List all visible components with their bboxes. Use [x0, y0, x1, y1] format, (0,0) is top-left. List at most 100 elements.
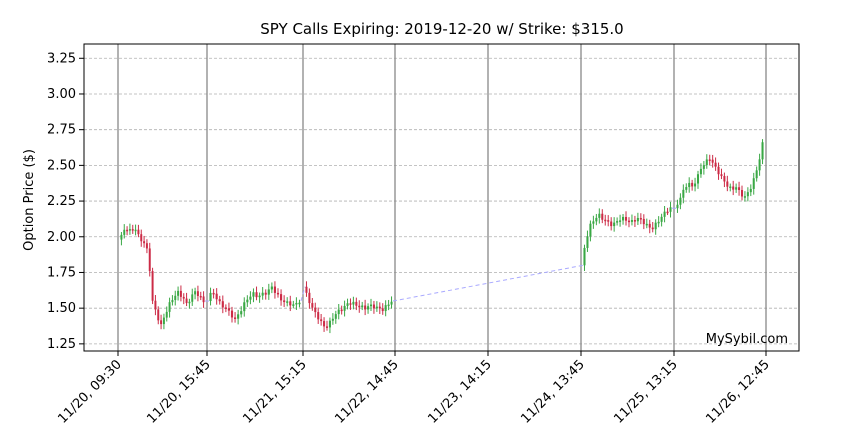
candle-up	[171, 300, 174, 303]
candle-up	[191, 294, 194, 302]
candle-up	[162, 317, 165, 325]
candle-up	[663, 211, 666, 217]
candle-down	[325, 326, 329, 328]
candle-down	[143, 241, 146, 244]
candle-up	[616, 221, 619, 223]
candle-down	[732, 186, 735, 190]
candle-up	[128, 229, 131, 231]
candle-up	[194, 291, 197, 295]
candle-up	[688, 182, 691, 188]
chart-title: SPY Calls Expiring: 2019-12-20 w/ Strike…	[260, 20, 623, 38]
candle-up	[270, 286, 273, 290]
x-tick-label: 11/21, 15:15	[240, 357, 309, 426]
candle-down	[364, 305, 367, 310]
candle-up	[295, 302, 298, 305]
candle-down	[317, 312, 320, 320]
y-tick-label: 3.00	[47, 87, 76, 102]
gap-lines	[205, 207, 676, 302]
y-tick-label: 2.50	[47, 158, 76, 173]
candle-down	[711, 159, 714, 163]
candle-down	[221, 301, 224, 308]
candle-up	[246, 299, 249, 303]
plot-frame	[83, 43, 800, 352]
candle-down	[340, 309, 343, 312]
candle-up	[120, 234, 123, 240]
candle-down	[218, 299, 221, 302]
candle-up	[237, 314, 240, 319]
candle-up	[654, 222, 657, 230]
candle-up	[694, 183, 697, 187]
candle-up	[755, 170, 758, 179]
session-lines	[117, 44, 767, 351]
candle-up	[758, 159, 761, 171]
candle-down	[651, 227, 654, 230]
candle-down	[215, 293, 218, 300]
candle-down	[151, 271, 154, 301]
candle-down	[624, 216, 628, 221]
candle-up	[369, 304, 373, 307]
candle-up	[660, 216, 663, 222]
candle-down	[740, 190, 744, 197]
candles	[120, 139, 764, 334]
candle-up	[286, 301, 289, 303]
candle-down	[627, 220, 631, 223]
candle-down	[126, 229, 129, 232]
candle-down	[355, 301, 358, 306]
candle-up	[165, 311, 168, 318]
candle-up	[334, 314, 337, 319]
candle-up	[331, 318, 334, 321]
candle-down	[230, 310, 234, 318]
candle-down	[202, 296, 205, 303]
candle-up	[328, 320, 331, 328]
candle-up	[685, 187, 688, 190]
candle-up	[337, 309, 340, 315]
y-tick-label: 2.00	[47, 230, 76, 245]
candle-down	[738, 187, 741, 191]
candle-up	[702, 165, 705, 169]
candle-down	[264, 292, 267, 295]
candle-up	[261, 292, 264, 296]
candle-up	[387, 304, 390, 307]
candle-down	[349, 303, 352, 305]
candle-up	[613, 222, 616, 227]
candle-up	[346, 303, 349, 306]
candle-down	[323, 321, 326, 327]
candle-up	[390, 301, 393, 305]
candle-down	[610, 221, 613, 227]
candle-up	[583, 247, 586, 266]
candle-down	[305, 286, 308, 293]
candle-down	[320, 319, 323, 322]
candle-up	[267, 289, 270, 295]
candle-down	[148, 248, 151, 272]
candle-down	[714, 162, 717, 167]
candle-down	[137, 229, 140, 235]
candle-up	[188, 301, 191, 304]
candle-up	[343, 305, 346, 311]
candle-up	[682, 189, 685, 198]
x-tick-label: 11/23, 14:15	[425, 357, 494, 426]
candle-down	[185, 298, 188, 304]
candle-up	[384, 305, 387, 312]
candle-down	[607, 220, 610, 222]
gap-connector	[392, 264, 584, 302]
candle-down	[378, 306, 381, 309]
candle-up	[645, 223, 648, 226]
y-tick-label: 2.25	[47, 194, 76, 209]
candle-down	[154, 300, 157, 310]
y-tick-label: 1.50	[47, 301, 76, 316]
candle-up	[749, 188, 752, 193]
candle-up	[657, 221, 660, 224]
candle-down	[199, 295, 202, 298]
y-axis-ticks: 1.25 1.50 1.75 2.00 2.25 2.50 2.75 3.00 3.25	[47, 51, 84, 352]
gap-connector	[300, 286, 306, 302]
candle-down	[642, 218, 645, 225]
candle-up	[743, 196, 746, 198]
candle-up	[679, 197, 682, 205]
candle-up	[729, 186, 732, 189]
candle-down	[648, 223, 651, 228]
candle-up	[699, 168, 702, 175]
candle-up	[669, 207, 672, 212]
candle-up	[752, 178, 755, 189]
candle-down	[179, 290, 182, 297]
